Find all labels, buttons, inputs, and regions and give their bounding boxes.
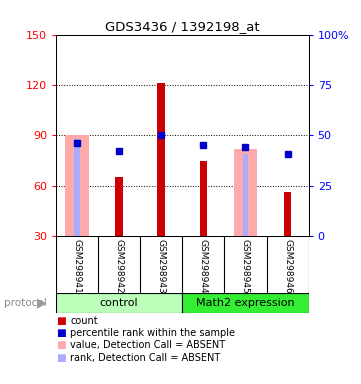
Text: percentile rank within the sample: percentile rank within the sample (70, 328, 235, 338)
Bar (65, 136, 88, 236)
Text: ■: ■ (56, 353, 66, 362)
Title: GDS3436 / 1392198_at: GDS3436 / 1392198_at (105, 20, 260, 33)
Text: ■: ■ (56, 340, 66, 350)
Text: ■: ■ (56, 328, 66, 338)
Bar (56, 293, 182, 313)
Bar (200, 161, 207, 236)
Text: GSM298942: GSM298942 (115, 239, 123, 294)
Bar (284, 192, 291, 236)
Bar (243, 154, 248, 236)
Text: count: count (70, 316, 98, 326)
Text: GSM298941: GSM298941 (73, 239, 82, 294)
Text: control: control (100, 298, 138, 308)
Bar (182, 293, 309, 313)
Bar (74, 139, 79, 236)
Text: Math2 expression: Math2 expression (196, 298, 295, 308)
Text: ■: ■ (56, 316, 66, 326)
Text: value, Detection Call = ABSENT: value, Detection Call = ABSENT (70, 340, 226, 350)
Text: GSM298946: GSM298946 (283, 239, 292, 294)
Text: GSM298944: GSM298944 (199, 239, 208, 294)
Bar (234, 149, 257, 236)
Text: protocol: protocol (4, 298, 46, 308)
Bar (157, 83, 165, 236)
Text: GSM298945: GSM298945 (241, 239, 250, 294)
Bar (115, 177, 123, 236)
Text: ▶: ▶ (37, 296, 46, 310)
Text: GSM298943: GSM298943 (157, 239, 166, 294)
Text: rank, Detection Call = ABSENT: rank, Detection Call = ABSENT (70, 353, 221, 362)
